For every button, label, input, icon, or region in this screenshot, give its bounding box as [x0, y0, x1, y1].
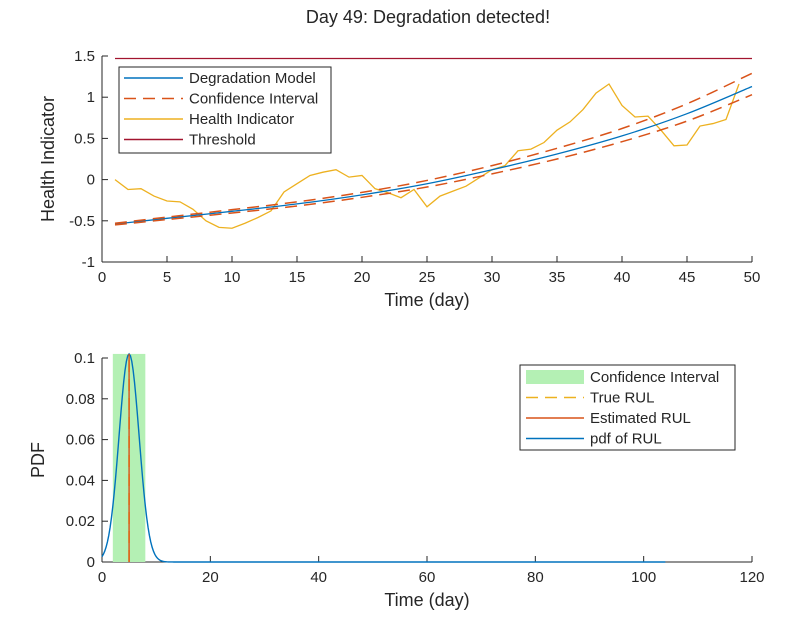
degradation-model-line — [114, 85, 753, 225]
top-legend: Degradation Model Confidence Interval Heal… — [118, 66, 332, 154]
x-tick-label: 120 — [739, 569, 764, 586]
legend-label: Degradation Model — [189, 70, 316, 87]
x-tick-label: 20 — [354, 269, 371, 286]
y-tick-label: -1 — [82, 254, 95, 271]
bottom-legend: Confidence Interval True RUL Estimated RUL… — [519, 364, 736, 451]
x-tick-label: 100 — [631, 569, 656, 586]
x-tick-label: 20 — [202, 569, 219, 586]
confidence-interval-line — [114, 72, 753, 225]
x-axis-label: Time (day) — [384, 590, 469, 610]
x-tick-label: 25 — [419, 269, 436, 286]
x-tick-label: 35 — [549, 269, 566, 286]
x-tick-label: 50 — [744, 269, 761, 286]
y-tick-label: 0.06 — [66, 432, 95, 449]
x-tick-label: 0 — [98, 569, 106, 586]
x-tick-label: 80 — [527, 569, 544, 586]
legend-swatch — [526, 370, 584, 384]
x-tick-label: 40 — [614, 269, 631, 286]
y-axis-label: Health Indicator — [38, 96, 58, 222]
y-tick-label: 0.08 — [66, 391, 95, 408]
y-axis-label: PDF — [28, 442, 48, 478]
x-axis-label: Time (day) — [384, 290, 469, 310]
x-tick-label: 15 — [289, 269, 306, 286]
bottom-axes: 0 20 40 60 80 100 120 0 0.02 0.04 0.06 0.08 0.1 Time … — [28, 350, 765, 610]
y-tick-label: 0.1 — [74, 350, 95, 367]
x-tick-label: 45 — [679, 269, 696, 286]
x-tick-label: 40 — [310, 569, 327, 586]
legend-box — [118, 66, 332, 154]
legend-label: Confidence Interval — [590, 369, 719, 386]
y-tick-label: 0 — [87, 172, 95, 189]
top-axes: 0 5 10 15 20 25 30 35 40 45 50 -1 -0.5 0 0.5 1 1.5 Time (… — [38, 48, 760, 310]
y-tick-label: 0 — [87, 554, 95, 571]
y-tick-label: 0.04 — [66, 472, 95, 489]
x-tick-label: 60 — [419, 569, 436, 586]
y-tick-label: 1.5 — [74, 48, 95, 65]
y-tick-label: 0.02 — [66, 513, 95, 530]
x-tick-label: 10 — [224, 269, 241, 286]
chart-title: Day 49: Degradation detected! — [306, 7, 550, 27]
x-tick-label: 30 — [484, 269, 501, 286]
health-indicator-line — [114, 83, 740, 229]
legend-label: Estimated RUL — [590, 410, 691, 427]
x-tick-label: 0 — [98, 269, 106, 286]
legend-label: Confidence Interval — [189, 91, 318, 108]
legend-label: Threshold — [189, 132, 256, 149]
legend-label: pdf of RUL — [590, 431, 662, 448]
y-tick-label: 1 — [87, 89, 95, 106]
x-tick-label: 5 — [163, 269, 171, 286]
legend-label: Health Indicator — [189, 111, 294, 128]
legend-label: True RUL — [590, 390, 654, 407]
y-tick-label: -0.5 — [69, 213, 95, 230]
y-tick-label: 0.5 — [74, 130, 95, 147]
confidence-interval-lower-line — [114, 94, 753, 226]
pdf-of-rul-curve — [101, 352, 666, 563]
